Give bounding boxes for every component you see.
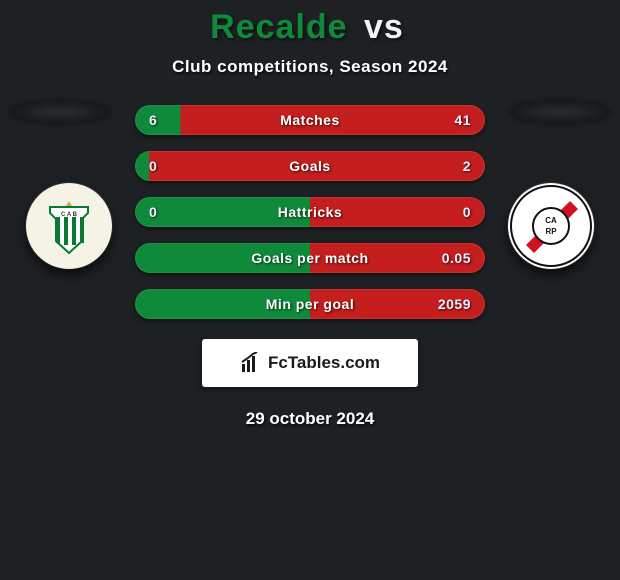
- stat-label: Hattricks: [135, 204, 485, 220]
- fctables-logo: FcTables.com: [202, 339, 418, 387]
- stat-label: Min per goal: [135, 296, 485, 312]
- title: Recalde vs: [210, 8, 410, 47]
- logo-text: FcTables.com: [268, 353, 380, 373]
- svg-text:RP: RP: [545, 227, 557, 236]
- title-vs: vs: [364, 8, 404, 46]
- chart-bars-icon: [240, 352, 262, 374]
- stat-label: Goals per match: [135, 250, 485, 266]
- stat-pill: Min per goal2059: [135, 289, 485, 319]
- title-player1: Recalde: [210, 8, 347, 46]
- player1-shadow: [10, 101, 110, 123]
- stat-pill: Goals per match0.05: [135, 243, 485, 273]
- player2-shadow: [510, 101, 610, 123]
- svg-text:CA: CA: [545, 216, 557, 225]
- team1-crest: C A B: [26, 183, 112, 269]
- stat-pill: 0Goals2: [135, 151, 485, 181]
- stat-label: Goals: [135, 158, 485, 174]
- stat-pill: 6Matches41: [135, 105, 485, 135]
- svg-text:C A B: C A B: [61, 212, 78, 218]
- comparison-card: Recalde vs Club competitions, Season 202…: [0, 0, 620, 429]
- team2-crest: CA RP: [508, 183, 594, 269]
- stat-label: Matches: [135, 112, 485, 128]
- date: 29 october 2024: [246, 409, 375, 429]
- stat-pill: 0Hattricks0: [135, 197, 485, 227]
- subtitle: Club competitions, Season 2024: [172, 57, 448, 77]
- stats-stage: 6Matches41 0Goals2 0Hattricks0 Goals per ma…: [0, 105, 620, 335]
